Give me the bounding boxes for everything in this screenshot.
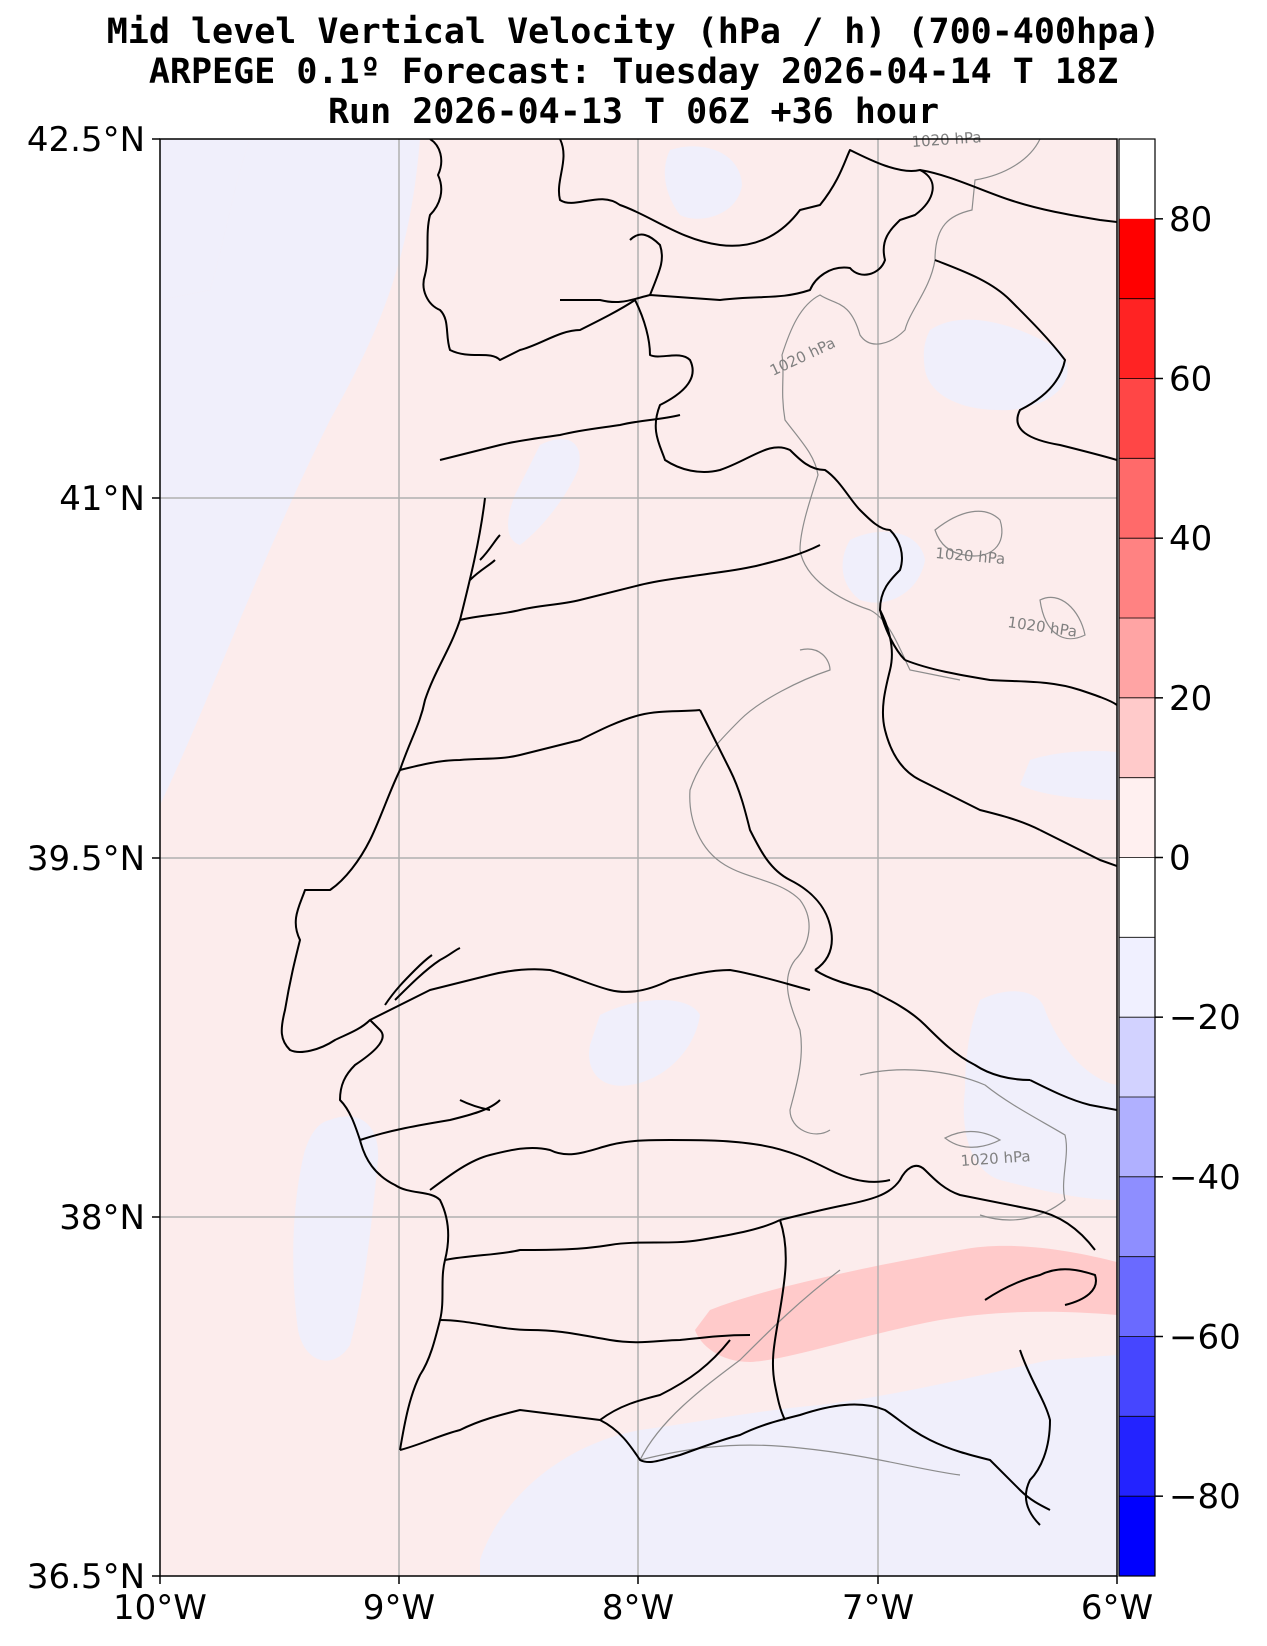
colorbar: 80 60 40 20 0 −20 −40 −60 −80 [1118, 138, 1241, 1577]
lat-tick-label: 41°N [59, 479, 145, 519]
lat-axis: 42.5°N 41°N 39.5°N 38°N 36.5°N [27, 120, 160, 1597]
lon-axis: 10°W 9°W 8°W 7°W 6°W [113, 1576, 1153, 1628]
colorbar-swatch [1119, 857, 1155, 938]
lat-tick-label: 39.5°N [27, 839, 145, 879]
colorbar-swatch [1119, 458, 1155, 539]
colorbar-tick-label: −20 [1169, 998, 1241, 1038]
colorbar-tick-label: −40 [1169, 1158, 1241, 1198]
lon-tick-label: 6°W [1081, 1588, 1153, 1628]
title-line-1: Mid level Vertical Velocity (hPa / h) (7… [106, 12, 1161, 52]
colorbar-swatch [1119, 298, 1155, 379]
graticule [160, 139, 1117, 1576]
colorbar-swatch [1119, 1176, 1155, 1258]
title-line-3: Run 2026-04-13 T 06Z +36 hour [327, 92, 940, 132]
colorbar-swatch [1119, 1336, 1155, 1417]
map-panel: 1020 hPa 1020 hPa 1020 hPa 1020 hPa 1020… [159, 128, 1118, 1577]
colorbar-swatch [1119, 1496, 1155, 1577]
lat-tick-label: 38°N [59, 1198, 145, 1238]
colorbar-swatch [1119, 618, 1155, 699]
colorbar-tick-label: 20 [1169, 679, 1212, 719]
lon-tick-label: 8°W [602, 1588, 674, 1628]
title-line-2: ARPEGE 0.1º Forecast: Tuesday 2026-04-14… [148, 52, 1119, 92]
colorbar-tick-label: −80 [1169, 1477, 1241, 1517]
colorbar-tick-label: −60 [1169, 1318, 1241, 1358]
colorbar-tick-label: 0 [1169, 839, 1191, 879]
lon-tick-label: 7°W [842, 1588, 914, 1628]
colorbar-tick-label: 60 [1169, 360, 1212, 400]
colorbar-swatch [1119, 538, 1155, 619]
colorbar-swatch [1119, 697, 1155, 779]
colorbar-swatch [1119, 937, 1155, 1018]
colorbar-swatch [1119, 1017, 1155, 1098]
lon-tick-label: 9°W [363, 1588, 435, 1628]
colorbar-swatch [1119, 1416, 1155, 1497]
coastline-and-boundaries [280, 139, 1117, 1526]
colorbar-tick-label: 80 [1169, 200, 1212, 240]
colorbar-swatch [1119, 777, 1155, 858]
lat-tick-label: 42.5°N [27, 120, 145, 160]
colorbar-swatch [1119, 218, 1155, 300]
colorbar-tick-label: 40 [1169, 519, 1212, 559]
isobar-label: 1020 hPa [960, 1147, 1031, 1170]
colorbar-swatch [1119, 378, 1155, 459]
isobar-lines [639, 139, 1086, 1476]
colorbar-swatch [1119, 1097, 1155, 1178]
lat-tick-label: 36.5°N [27, 1557, 145, 1597]
field-shading [160, 139, 1117, 1576]
lon-tick-label: 10°W [113, 1588, 207, 1628]
colorbar-swatch [1119, 1256, 1155, 1337]
